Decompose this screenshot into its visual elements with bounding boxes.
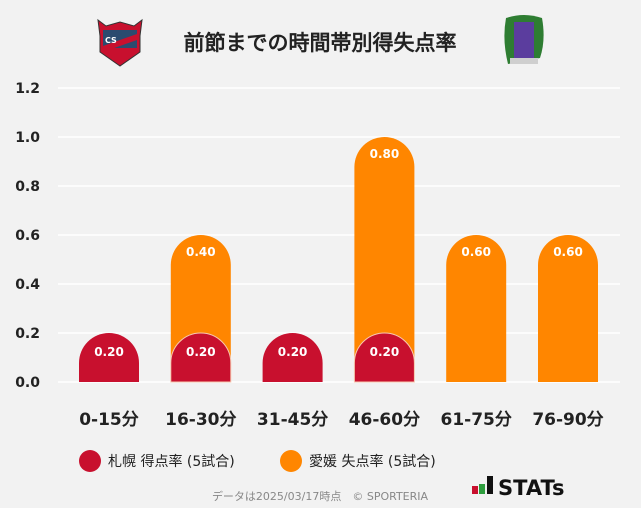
- footer-note: データは2025/03/17時点 © SPORTERIA: [212, 489, 429, 503]
- data-label-sapporo: 0.20: [186, 345, 216, 359]
- ehime-logo: [504, 15, 544, 64]
- bar-sapporo-46-60分: [353, 332, 415, 383]
- data-label-sapporo: 0.20: [370, 345, 400, 359]
- stats-brand: STATs: [498, 476, 564, 500]
- x-tick-label: 0-15分: [79, 410, 139, 430]
- y-tick-label: 0.8: [15, 179, 40, 195]
- data-label-ehime: 0.60: [553, 245, 583, 259]
- data-label-ehime: 0.40: [186, 245, 216, 259]
- legend: 札幌 得点率 (5試合) 愛媛 失点率 (5試合): [79, 450, 436, 472]
- x-tick-label: 76-90分: [532, 410, 603, 430]
- x-tick-label: 31-45分: [257, 410, 328, 430]
- y-tick-label: 0.2: [15, 326, 40, 342]
- svg-text:CS: CS: [105, 36, 117, 45]
- y-tick-label: 0.0: [15, 375, 40, 391]
- x-tick-label: 46-60分: [349, 410, 420, 430]
- bar-sapporo-31-45分: [262, 333, 323, 382]
- sapporo-logo: CS: [97, 18, 143, 67]
- y-tick-label: 1.2: [15, 81, 40, 97]
- y-tick-label: 1.0: [15, 130, 40, 146]
- legend-swatch-sapporo: [79, 450, 101, 472]
- x-tick-label: 61-75分: [441, 410, 512, 430]
- bar-ehime-61-75分: [446, 235, 507, 382]
- y-tick-label: 0.6: [15, 228, 40, 244]
- legend-swatch-ehime: [280, 450, 302, 472]
- stats-logo: STATs: [472, 476, 564, 500]
- bar-ehime-46-60分: [354, 137, 415, 382]
- chart-title: 前節までの時間帯別得失点率: [184, 31, 457, 55]
- data-label-ehime: 0.60: [461, 245, 491, 259]
- y-tick-label: 0.4: [15, 277, 40, 293]
- legend-label-ehime: 愛媛 失点率 (5試合): [309, 453, 436, 470]
- x-tick-label: 16-30分: [165, 410, 236, 430]
- data-label-sapporo: 0.20: [278, 345, 308, 359]
- bar-sapporo-16-30分: [170, 332, 232, 383]
- legend-label-sapporo: 札幌 得点率 (5試合): [108, 453, 235, 470]
- bar-sapporo-0-15分: [79, 333, 139, 382]
- bar-ehime-76-90分: [538, 235, 598, 382]
- data-label-ehime: 0.80: [370, 147, 400, 161]
- data-label-sapporo: 0.20: [94, 345, 124, 359]
